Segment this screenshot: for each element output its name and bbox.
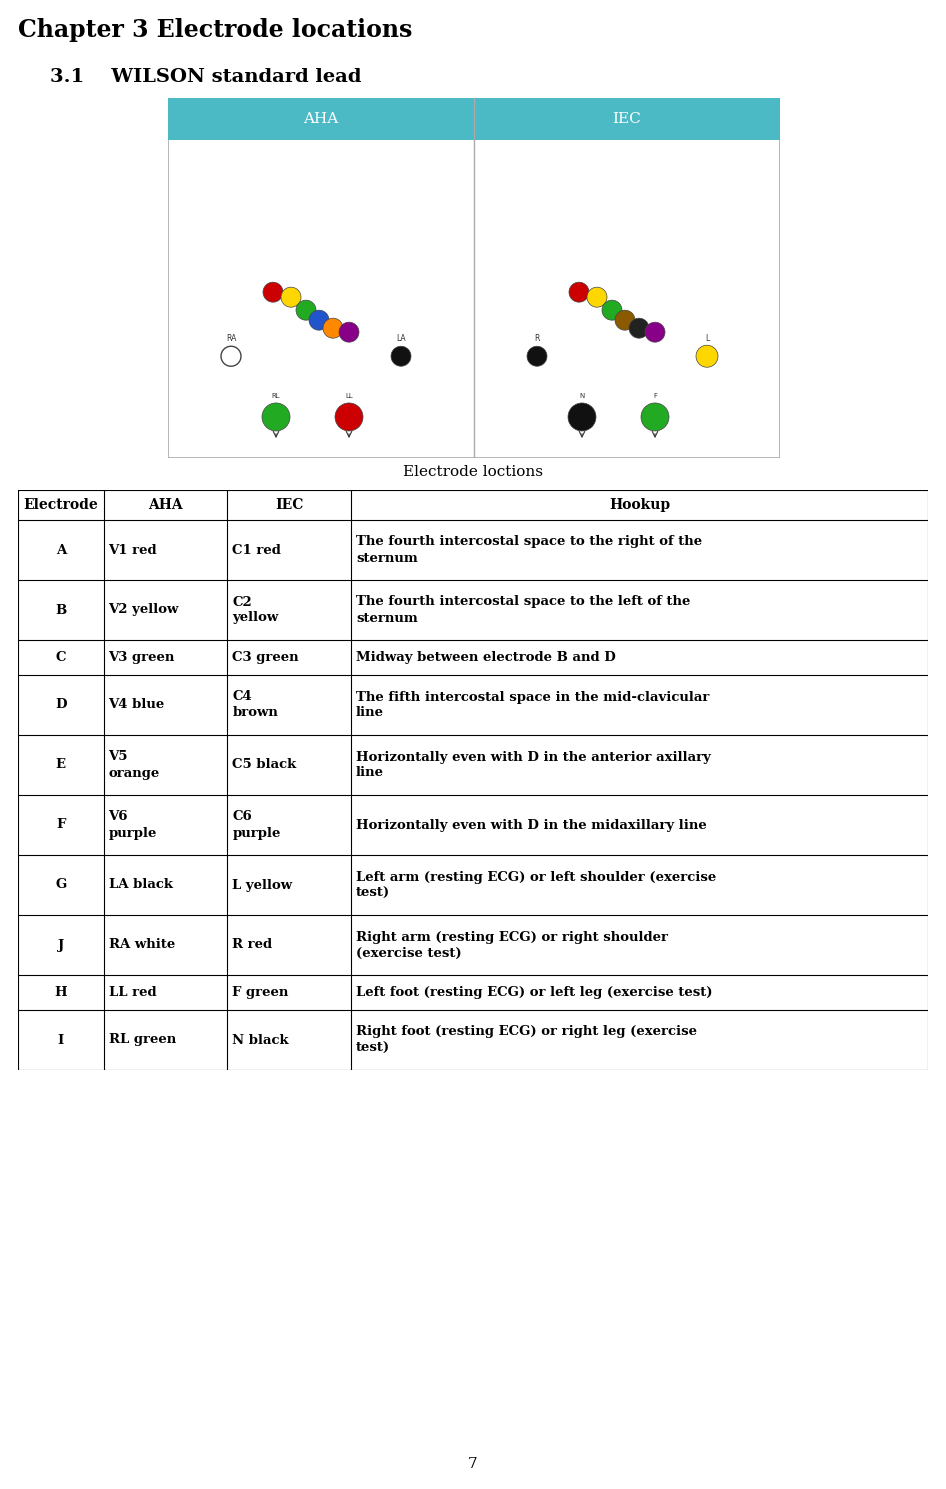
Text: Electrode: Electrode (24, 497, 98, 512)
Text: 3.1    WILSON standard lead: 3.1 WILSON standard lead (50, 68, 361, 86)
Text: V3 green: V3 green (109, 651, 175, 664)
Text: 7: 7 (468, 1458, 478, 1471)
Text: LL: LL (345, 393, 353, 399)
Text: I: I (58, 1033, 64, 1047)
Text: Horizontally even with D in the anterior axillary
line: Horizontally even with D in the anterior… (356, 750, 711, 780)
Text: G: G (55, 879, 66, 892)
Text: Electrode loctions: Electrode loctions (403, 465, 543, 479)
Circle shape (696, 345, 718, 368)
Text: Hookup: Hookup (609, 497, 670, 512)
Text: AHA: AHA (304, 112, 339, 127)
Text: D: D (55, 698, 66, 712)
Text: C6
purple: C6 purple (233, 810, 281, 840)
Text: LA: LA (396, 334, 406, 344)
Circle shape (262, 404, 290, 430)
Text: V2 yellow: V2 yellow (109, 603, 179, 616)
Circle shape (527, 347, 547, 366)
Circle shape (221, 347, 241, 366)
Circle shape (641, 404, 669, 430)
Text: A: A (56, 543, 66, 557)
Text: AHA: AHA (149, 497, 183, 512)
Text: LA black: LA black (109, 879, 172, 892)
Text: N: N (579, 393, 585, 399)
Text: C: C (56, 651, 66, 664)
Text: F: F (653, 393, 657, 399)
Text: C4
brown: C4 brown (233, 691, 278, 719)
Text: R red: R red (233, 938, 272, 951)
Text: Left foot (resting ECG) or left leg (exercise test): Left foot (resting ECG) or left leg (exe… (356, 986, 712, 999)
Text: J: J (58, 938, 64, 951)
Text: The fifth intercostal space in the mid-clavicular
line: The fifth intercostal space in the mid-c… (356, 691, 710, 719)
Circle shape (339, 322, 359, 342)
Circle shape (615, 310, 635, 331)
Circle shape (568, 404, 596, 430)
Circle shape (629, 319, 649, 338)
Text: LL red: LL red (109, 986, 156, 999)
Text: IEC: IEC (613, 112, 641, 127)
Text: F: F (56, 819, 65, 831)
Circle shape (323, 319, 343, 338)
Text: C3 green: C3 green (233, 651, 299, 664)
Circle shape (645, 322, 665, 342)
Circle shape (296, 301, 316, 320)
Text: L: L (705, 334, 710, 344)
Text: C1 red: C1 red (233, 543, 281, 557)
Text: RA: RA (226, 334, 236, 344)
Text: V4 blue: V4 blue (109, 698, 165, 712)
Text: The fourth intercostal space to the left of the
sternum: The fourth intercostal space to the left… (356, 596, 691, 624)
Text: RA white: RA white (109, 938, 175, 951)
Text: Midway between electrode B and D: Midway between electrode B and D (356, 651, 616, 664)
Text: R: R (534, 334, 539, 344)
Text: Left arm (resting ECG) or left shoulder (exercise
test): Left arm (resting ECG) or left shoulder … (356, 871, 716, 899)
Text: RL green: RL green (109, 1033, 176, 1047)
Text: V1 red: V1 red (109, 543, 157, 557)
Text: Right arm (resting ECG) or right shoulder
(exercise test): Right arm (resting ECG) or right shoulde… (356, 931, 668, 959)
Text: Horizontally even with D in the midaxillary line: Horizontally even with D in the midaxill… (356, 819, 707, 831)
Text: E: E (56, 758, 66, 771)
Circle shape (263, 283, 283, 302)
Circle shape (569, 283, 589, 302)
Text: N black: N black (233, 1033, 289, 1047)
Text: RL: RL (272, 393, 280, 399)
Bar (168, 98, 780, 140)
Circle shape (309, 310, 329, 331)
Circle shape (281, 287, 301, 307)
Text: The fourth intercostal space to the right of the
sternum: The fourth intercostal space to the righ… (356, 536, 702, 564)
Text: C2
yellow: C2 yellow (233, 596, 278, 624)
Text: H: H (55, 986, 67, 999)
Text: Right foot (resting ECG) or right leg (exercise
test): Right foot (resting ECG) or right leg (e… (356, 1026, 697, 1054)
Text: L yellow: L yellow (233, 879, 292, 892)
Text: B: B (55, 603, 66, 616)
Text: V6
purple: V6 purple (109, 810, 157, 840)
Circle shape (335, 404, 363, 430)
Text: C5 black: C5 black (233, 758, 296, 771)
Text: V5
orange: V5 orange (109, 750, 160, 780)
Text: IEC: IEC (275, 497, 304, 512)
Circle shape (587, 287, 607, 307)
Text: F green: F green (233, 986, 289, 999)
Circle shape (602, 301, 622, 320)
Text: Chapter 3 Electrode locations: Chapter 3 Electrode locations (18, 18, 412, 42)
Circle shape (391, 347, 411, 366)
